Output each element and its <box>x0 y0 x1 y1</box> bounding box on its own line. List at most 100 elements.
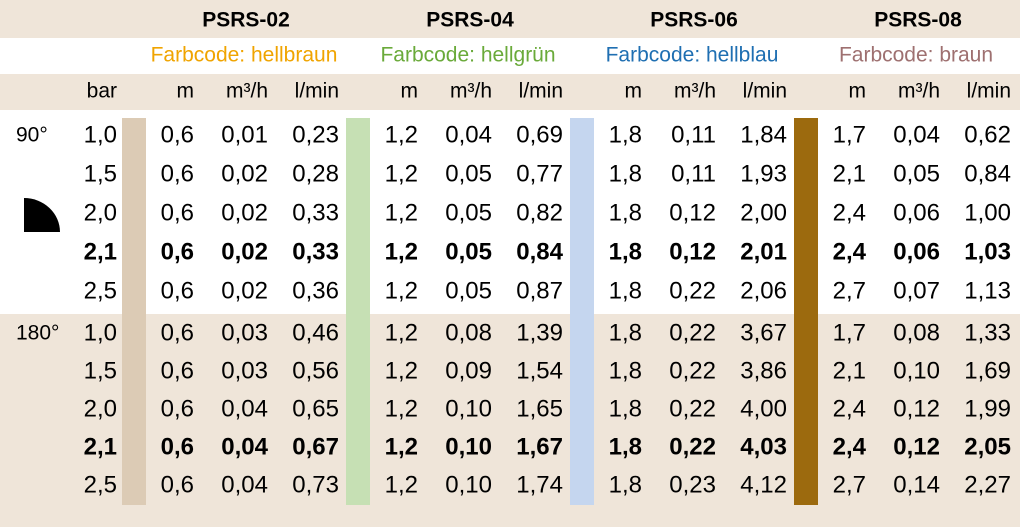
value-cell: 2,4 <box>833 199 866 226</box>
value-cell: 3,67 <box>740 319 787 346</box>
value-cell: 0,33 <box>292 238 339 265</box>
value-cell: 1,03 <box>964 238 1011 265</box>
value-cell: 1,2 <box>385 395 418 422</box>
value-cell: 1,67 <box>516 433 563 460</box>
value-cell: 0,22 <box>669 277 716 304</box>
value-cell: 1,00 <box>964 199 1011 226</box>
color-code: Farbcode: hellbraun <box>151 44 338 67</box>
unit-label: m <box>401 80 419 103</box>
color-swatch <box>122 118 146 505</box>
section-band <box>0 116 1020 314</box>
unit-band <box>0 74 1020 110</box>
value-cell: 0,23 <box>669 471 716 498</box>
value-cell: 1,65 <box>516 395 563 422</box>
unit-label: m³/h <box>898 80 940 103</box>
value-cell: 0,06 <box>893 238 940 265</box>
value-cell: 0,36 <box>292 277 339 304</box>
pressure-cell: 1,5 <box>84 160 117 187</box>
value-cell: 0,10 <box>445 395 492 422</box>
value-cell: 0,05 <box>445 277 492 304</box>
value-cell: 3,86 <box>740 357 787 384</box>
value-cell: 0,05 <box>893 160 940 187</box>
value-cell: 0,46 <box>292 319 339 346</box>
value-cell: 0,6 <box>161 199 194 226</box>
unit-label: m³/h <box>226 80 268 103</box>
value-cell: 2,1 <box>833 357 866 384</box>
value-cell: 1,2 <box>385 357 418 384</box>
value-cell: 0,12 <box>893 433 940 460</box>
value-cell: 0,08 <box>445 319 492 346</box>
value-cell: 1,99 <box>964 395 1011 422</box>
value-cell: 1,8 <box>609 357 642 384</box>
pressure-cell: 2,5 <box>84 277 117 304</box>
value-cell: 0,84 <box>516 238 563 265</box>
pressure-cell: 1,0 <box>84 319 117 346</box>
color-swatch <box>794 118 818 505</box>
pressure-cell: 2,1 <box>84 238 117 265</box>
value-cell: 2,27 <box>964 471 1011 498</box>
value-cell: 0,02 <box>221 277 268 304</box>
value-cell: 0,02 <box>221 238 268 265</box>
value-cell: 1,2 <box>385 277 418 304</box>
product-name: PSRS-04 <box>426 9 514 32</box>
unit-label: l/min <box>295 80 339 103</box>
product-name: PSRS-02 <box>202 9 290 32</box>
color-code: Farbcode: hellgrün <box>380 44 555 67</box>
pressure-cell: 1,0 <box>84 121 117 148</box>
value-cell: 0,6 <box>161 471 194 498</box>
value-cell: 0,6 <box>161 395 194 422</box>
value-cell: 0,12 <box>669 238 716 265</box>
value-cell: 0,6 <box>161 238 194 265</box>
value-cell: 1,7 <box>833 121 866 148</box>
quarter-circle-icon <box>24 198 60 232</box>
value-cell: 1,54 <box>516 357 563 384</box>
unit-label: bar <box>87 80 117 103</box>
value-cell: 0,28 <box>292 160 339 187</box>
value-cell: 1,8 <box>609 471 642 498</box>
value-cell: 0,12 <box>669 199 716 226</box>
value-cell: 1,8 <box>609 238 642 265</box>
value-cell: 0,03 <box>221 357 268 384</box>
unit-label: l/min <box>519 80 563 103</box>
value-cell: 0,84 <box>964 160 1011 187</box>
value-cell: 1,69 <box>964 357 1011 384</box>
value-cell: 0,04 <box>221 471 268 498</box>
value-cell: 0,22 <box>669 433 716 460</box>
value-cell: 4,00 <box>740 395 787 422</box>
value-cell: 0,77 <box>516 160 563 187</box>
unit-label: m³/h <box>450 80 492 103</box>
unit-label: m³/h <box>674 80 716 103</box>
value-cell: 0,73 <box>292 471 339 498</box>
header-band <box>0 0 1020 38</box>
value-cell: 0,6 <box>161 160 194 187</box>
value-cell: 1,39 <box>516 319 563 346</box>
color-code: Farbcode: braun <box>839 44 993 67</box>
value-cell: 0,6 <box>161 277 194 304</box>
unit-label: m <box>625 80 643 103</box>
value-cell: 1,8 <box>609 199 642 226</box>
value-cell: 1,8 <box>609 121 642 148</box>
value-cell: 0,02 <box>221 199 268 226</box>
product-name: PSRS-08 <box>874 9 962 32</box>
value-cell: 2,00 <box>740 199 787 226</box>
value-cell: 0,07 <box>893 277 940 304</box>
value-cell: 0,04 <box>893 121 940 148</box>
value-cell: 0,05 <box>445 238 492 265</box>
value-cell: 1,2 <box>385 238 418 265</box>
value-cell: 1,2 <box>385 199 418 226</box>
product-name: PSRS-06 <box>650 9 738 32</box>
value-cell: 0,06 <box>893 199 940 226</box>
color-swatch <box>346 118 370 505</box>
value-cell: 0,69 <box>516 121 563 148</box>
value-cell: 0,56 <box>292 357 339 384</box>
value-cell: 1,13 <box>964 277 1011 304</box>
color-code: Farbcode: hellblau <box>606 44 779 67</box>
value-cell: 1,8 <box>609 277 642 304</box>
value-cell: 0,03 <box>221 319 268 346</box>
value-cell: 0,33 <box>292 199 339 226</box>
value-cell: 0,22 <box>669 357 716 384</box>
color-code-band <box>0 40 1020 72</box>
value-cell: 0,6 <box>161 357 194 384</box>
pressure-cell: 2,0 <box>84 395 117 422</box>
value-cell: 2,01 <box>740 238 787 265</box>
